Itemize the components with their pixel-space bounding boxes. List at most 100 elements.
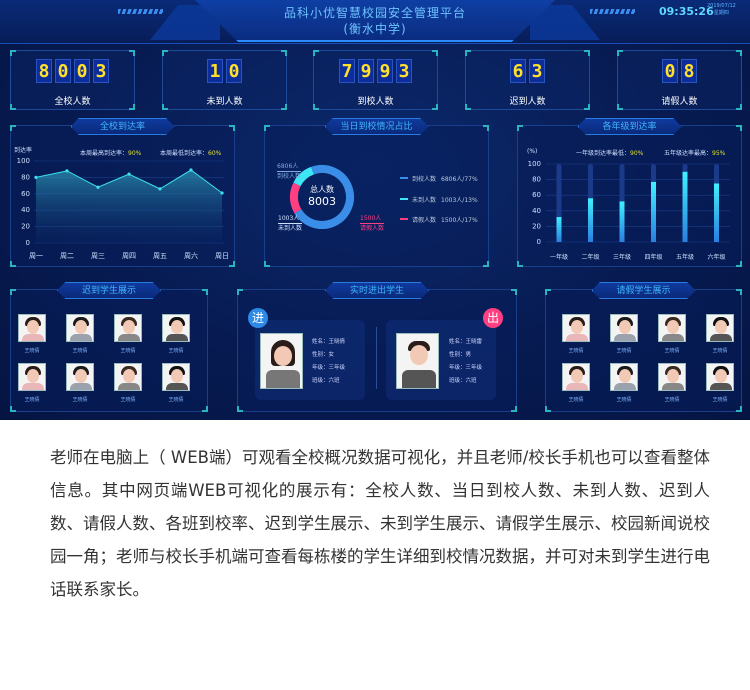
corner-decoration: [517, 125, 523, 131]
stat-card: 0 8 请假人数: [617, 50, 742, 110]
student-photo[interactable]: [562, 363, 590, 391]
student-photo[interactable]: [658, 363, 686, 391]
note-min: 一年级到达率最低：90%: [576, 148, 643, 157]
y-tick-label: 20: [532, 222, 541, 230]
digit: 3: [93, 59, 109, 83]
student-photo[interactable]: [162, 363, 190, 391]
donut-slice: [290, 165, 354, 229]
student-photo[interactable]: [162, 314, 190, 342]
entry-badge: 进: [248, 308, 268, 328]
note-min: 本周最低到达率：60%: [160, 148, 221, 157]
bar: [588, 198, 593, 242]
stat-card: 7 9 9 3 到校人数: [313, 50, 438, 110]
stat-card: 6 3 迟到人数: [465, 50, 590, 110]
note-label: 五年级达率最高：: [664, 150, 713, 157]
y-tick-label: 100: [17, 157, 30, 165]
digit: 0: [226, 59, 242, 83]
stat-card: 1 0 未到人数: [162, 50, 287, 110]
student-photo[interactable]: [610, 363, 638, 391]
note-value: 60%: [208, 150, 222, 157]
corner-decoration: [584, 50, 590, 56]
note-label: 本周最低到达率：: [160, 150, 209, 157]
date: 2019/07/12: [707, 3, 736, 9]
stripes-decoration: [590, 9, 635, 14]
note-value: 90%: [128, 150, 142, 157]
corner-decoration: [511, 289, 517, 295]
data-point: [127, 172, 131, 176]
info-name: 姓名：王晓倩: [312, 339, 346, 345]
student-photo[interactable]: [562, 314, 590, 342]
corner-decoration: [465, 50, 471, 56]
legend-count: 1500人: [441, 217, 463, 224]
legend-name: 请假人数: [412, 217, 437, 224]
student-photo[interactable]: [610, 314, 638, 342]
corner-decoration: [237, 406, 243, 412]
corner-decoration: [129, 50, 135, 56]
student-photo[interactable]: [66, 363, 94, 391]
student-photo[interactable]: [66, 314, 94, 342]
date-block: 2019/07/12 星期四: [707, 3, 736, 17]
digit: 7: [339, 59, 355, 83]
page-title: 品科小优智慧校园安全管理平台: [283, 6, 466, 20]
panel-title: 迟到学生展示: [57, 282, 161, 299]
stripes-decoration: [118, 9, 163, 14]
donut-callout: 1500人 请假人数: [360, 214, 385, 233]
student-name: 王晓倩: [120, 348, 136, 354]
y-axis-label: 到达率: [14, 147, 33, 154]
student-photo[interactable]: [706, 314, 734, 342]
corner-decoration: [10, 289, 16, 295]
student-name: 王晓倩: [24, 348, 40, 354]
legend-swatch: [400, 177, 408, 179]
x-tick-label: 周日: [215, 252, 229, 260]
donut-callout: 6806人 到校人数: [277, 162, 302, 181]
student-name: 王晓倩: [712, 397, 728, 403]
student-name: 王晓倩: [72, 348, 88, 354]
corner-decoration: [545, 406, 551, 412]
corner-decoration: [10, 50, 16, 56]
x-tick-label: 二年级: [581, 253, 599, 261]
corner-decoration: [237, 289, 243, 295]
legend-item: 未到人数 1003人/13%: [412, 195, 478, 204]
legend-sep: /: [462, 197, 465, 204]
header-center: [195, 0, 555, 42]
stat-label: 到校人数: [357, 97, 394, 107]
stat-label: 迟到人数: [509, 97, 546, 107]
corner-decoration: [313, 50, 319, 56]
note-label: 一年级到达率最低：: [576, 150, 631, 157]
note-max: 五年级达率最高：95%: [664, 148, 725, 157]
y-axis-label: (%): [527, 148, 538, 155]
exit-student-info: 姓名：王晓雷 性别：男 年级：三年级 班级：六班: [449, 336, 482, 388]
note-label: 本周最高到达率：: [80, 150, 129, 157]
digit: 6: [510, 59, 526, 83]
student-photo[interactable]: [18, 363, 46, 391]
corner-decoration: [617, 104, 623, 110]
student-photo[interactable]: [18, 314, 46, 342]
legend-count: 6806人: [441, 176, 463, 183]
stat-label: 请假人数: [661, 97, 698, 107]
student-photo[interactable]: [706, 363, 734, 391]
panel-grade-arrival-rate: 各年级到达率: [517, 118, 742, 267]
exit-badge: 出: [483, 308, 503, 328]
corner-decoration: [483, 261, 489, 267]
corner-decoration: [281, 104, 287, 110]
panel-today-arrival-ratio: 当日到校情况占比: [264, 118, 489, 267]
panel-leave-students: 请假学生展示: [545, 282, 742, 412]
student-name: 王晓倩: [616, 397, 632, 403]
legend-pct: 13%: [464, 197, 478, 204]
student-photo[interactable]: [114, 314, 142, 342]
student-name: 王晓倩: [712, 348, 728, 354]
student-photo[interactable]: [658, 314, 686, 342]
y-tick-label: 80: [21, 173, 30, 181]
digit: 0: [662, 59, 678, 83]
exit-student-photo: [396, 333, 439, 389]
info-gender: 性别：男: [449, 352, 472, 358]
corner-decoration: [511, 406, 517, 412]
info-grade: 年级：三年级: [312, 365, 346, 371]
student-photo[interactable]: [114, 363, 142, 391]
digit: 9: [377, 59, 393, 83]
y-tick-label: 100: [528, 160, 541, 168]
student-name: 王晓倩: [568, 397, 584, 403]
charts-layer: 0 20 40 60 80 100 周一 周二 周三 周四 周五 周六 周日 0 20 40 60 80 100 一年…: [17, 157, 730, 261]
